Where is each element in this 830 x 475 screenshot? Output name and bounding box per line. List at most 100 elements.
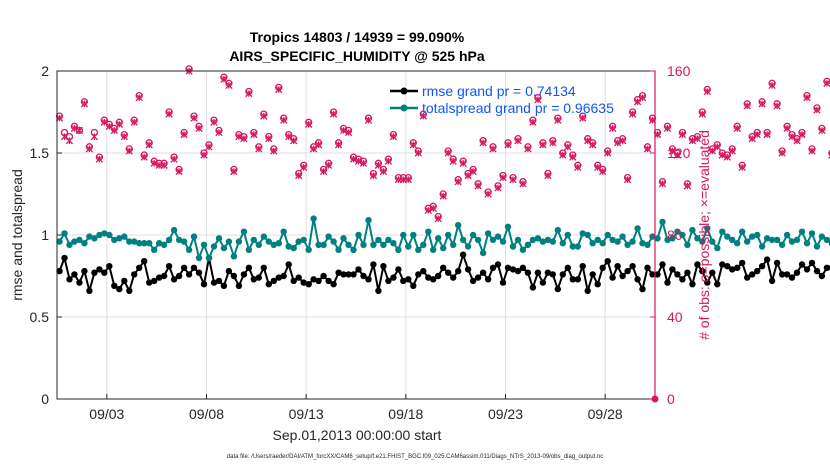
point-rmse: [714, 281, 720, 287]
y-right-tick-label: 40: [667, 309, 683, 325]
point-rmse: [669, 266, 675, 272]
point-totalspread: [754, 232, 760, 238]
point-totalspread: [410, 232, 416, 238]
point-rmse: [495, 261, 501, 267]
point-rmse: [445, 270, 451, 276]
point-totalspread: [435, 235, 441, 241]
point-totalspread: [445, 232, 451, 238]
point-totalspread: [774, 237, 780, 243]
point-rmse: [639, 286, 645, 292]
point-totalspread: [505, 224, 511, 230]
x-axis-label: Sep.01,2013 00:00:00 start: [273, 427, 442, 443]
point-rmse: [176, 273, 182, 279]
y-left-tick-label: 0: [41, 391, 49, 407]
point-totalspread: [231, 253, 237, 259]
point-totalspread: [500, 238, 506, 244]
point-rmse: [191, 265, 197, 271]
point-rmse: [814, 268, 820, 274]
point-totalspread: [201, 242, 207, 248]
point-totalspread: [575, 243, 581, 249]
point-rmse: [619, 273, 625, 279]
point-totalspread: [460, 237, 466, 243]
point-rmse: [126, 288, 132, 294]
legend-marker-rmse: [401, 88, 408, 95]
point-totalspread: [465, 243, 471, 249]
point-totalspread: [146, 240, 152, 246]
point-rmse: [465, 266, 471, 272]
point-rmse: [674, 271, 680, 277]
point-rmse: [634, 276, 640, 282]
point-totalspread: [485, 230, 491, 236]
point-rmse: [380, 263, 386, 269]
point-totalspread: [325, 233, 331, 239]
point-totalspread: [380, 242, 386, 248]
point-rmse: [614, 263, 620, 269]
point-totalspread: [585, 232, 591, 238]
point-totalspread: [246, 247, 252, 253]
point-totalspread: [629, 238, 635, 244]
point-rmse: [769, 278, 775, 284]
point-rmse: [61, 255, 67, 261]
point-totalspread: [475, 237, 481, 243]
point-totalspread: [335, 247, 341, 253]
point-totalspread: [744, 238, 750, 244]
point-totalspread: [301, 237, 307, 243]
point-totalspread: [320, 242, 326, 248]
point-rmse: [560, 271, 566, 277]
point-totalspread: [121, 233, 127, 239]
point-totalspread: [236, 238, 242, 244]
point-totalspread: [684, 242, 690, 248]
point-totalspread: [395, 247, 401, 253]
point-rmse: [320, 273, 326, 279]
point-rmse: [81, 268, 87, 274]
x-tick-label: 09/13: [289, 406, 324, 422]
point-totalspread: [420, 242, 426, 248]
point-rmse: [659, 261, 665, 267]
point-totalspread: [440, 245, 446, 251]
point-totalspread: [61, 230, 67, 236]
point-totalspread: [345, 242, 351, 248]
point-rmse: [241, 271, 247, 277]
point-totalspread: [166, 237, 172, 243]
point-rmse: [231, 273, 237, 279]
point-rmse: [475, 274, 481, 280]
y-axis-label-right: # of obs: o=possible; ×=evaluated: [696, 130, 712, 340]
point-totalspread: [714, 245, 720, 251]
point-rmse: [804, 266, 810, 272]
y-right-tick-label: 0: [667, 391, 675, 407]
point-rmse: [76, 279, 82, 285]
point-rmse: [66, 276, 72, 282]
point-rmse: [440, 265, 446, 271]
point-totalspread: [405, 243, 411, 249]
point-totalspread: [634, 225, 640, 231]
point-totalspread: [425, 229, 431, 235]
legend-label-totalspread: totalspread grand pr = 0.96635: [422, 100, 614, 116]
point-totalspread: [495, 233, 501, 239]
point-totalspread: [261, 233, 267, 239]
point-rmse: [535, 270, 541, 276]
point-totalspread: [719, 229, 725, 235]
point-totalspread: [739, 229, 745, 235]
point-rmse: [161, 273, 167, 279]
point-totalspread: [470, 232, 476, 238]
point-rmse: [590, 271, 596, 277]
point-totalspread: [340, 235, 346, 241]
point-totalspread: [619, 233, 625, 239]
point-totalspread: [450, 242, 456, 248]
point-rmse: [106, 263, 112, 269]
point-rmse: [201, 281, 207, 287]
point-totalspread: [251, 237, 257, 243]
point-totalspread: [784, 232, 790, 238]
y-left-tick-label: 1.5: [30, 145, 50, 161]
data-file-footer: data file: /Users/raeder/DAI/ATM_forcXX/…: [227, 454, 603, 460]
point-totalspread: [221, 245, 227, 251]
x-tick-label: 09/18: [388, 406, 423, 422]
point-rmse: [121, 278, 127, 284]
point-totalspread: [106, 232, 112, 238]
point-rmse: [629, 263, 635, 269]
point-rmse: [480, 270, 486, 276]
point-rmse: [350, 271, 356, 277]
point-rmse: [580, 263, 586, 269]
point-totalspread: [291, 245, 297, 251]
point-totalspread: [191, 233, 197, 239]
